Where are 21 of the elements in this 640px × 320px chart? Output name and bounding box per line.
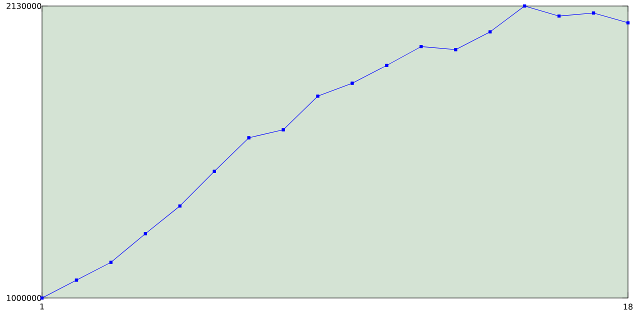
point (74, 278, 78, 282)
point (522, 4, 526, 8)
point (144, 232, 148, 236)
point (247, 136, 250, 140)
point (454, 48, 458, 52)
point (488, 30, 492, 34)
point (316, 94, 320, 98)
point (385, 64, 388, 68)
point (178, 204, 182, 208)
point (420, 44, 423, 48)
point (350, 82, 354, 85)
y-tick-label: 1000000 (6, 294, 42, 301)
point (109, 260, 113, 264)
point (212, 170, 216, 173)
point (626, 21, 630, 24)
point (557, 14, 561, 18)
point (282, 128, 285, 132)
x-tick-label: 18 (624, 304, 633, 310)
y-tick-label: 2130000 (6, 2, 42, 10)
x-tick-label: 1 (40, 304, 44, 310)
point (592, 11, 596, 15)
